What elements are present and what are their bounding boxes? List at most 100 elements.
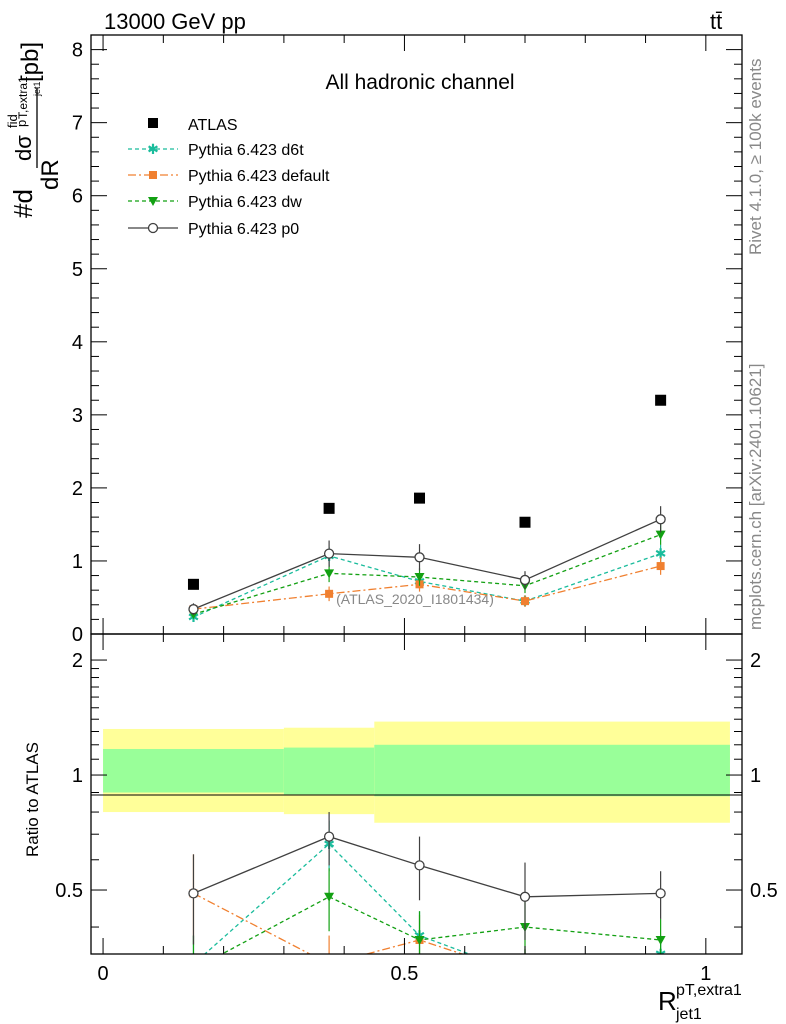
ratio-frame: [90, 633, 743, 955]
main-ytick-label: 2: [72, 478, 83, 500]
uncertainty-band-inner: [374, 744, 730, 797]
main-ytick-label: 0: [72, 624, 83, 646]
data-point: [655, 514, 666, 525]
xlabel-sub: jet1: [675, 1006, 702, 1023]
ratio-point: [655, 935, 666, 945]
data-point: [325, 589, 334, 598]
main-ytick-label: 5: [72, 259, 83, 281]
main-ylabel: #d dσ fid p T,extra1 jet1 dR [pb]: [5, 42, 64, 218]
mcplots-label: mcplots.cern.ch [arXiv:2401.10621]: [746, 364, 765, 630]
legend-atlas-label: ATLAS: [188, 117, 238, 134]
legend-atlas-marker: [148, 118, 158, 128]
ratio-ytick-label-right: 2: [750, 650, 761, 672]
legend-item-dw: Pythia 6.423 dw: [128, 194, 302, 211]
ratio-point: [414, 935, 425, 945]
ylabel-numerator-sup: fid: [5, 114, 20, 128]
ylabel-sub-p: p: [14, 120, 29, 127]
ratio-point: [324, 892, 335, 902]
ratio-ytick-label-right: 0.5: [750, 880, 778, 902]
ratio-ylabel: Ratio to ATLAS: [23, 742, 42, 857]
xtick-label: 0.5: [391, 963, 419, 985]
legend-item-p0: Pythia 6.423 p0: [128, 221, 299, 238]
data-point: [655, 530, 666, 540]
legend-item-d6t: ✱ Pythia 6.423 d6t: [128, 141, 304, 159]
series-line: [193, 553, 661, 618]
ratio-panel: ✱✱✱✱✱ 0.5 0.51 12 20 0.5 1: [55, 633, 778, 985]
data-point: [521, 597, 529, 606]
ylabel-sub-sub: T,extra1: [16, 76, 30, 119]
ratio-line: [193, 835, 661, 898]
data-point: [414, 552, 425, 563]
data-point: [656, 562, 665, 571]
process-label: tt̄: [710, 9, 722, 34]
legend-default-marker: [149, 171, 157, 179]
data-point: [323, 548, 335, 559]
rivet-version-label: Rivet 4.1.0, ≥ 100k events: [746, 59, 765, 255]
legend-p0-marker: [147, 222, 159, 234]
data-point: [324, 569, 335, 579]
xlabel: R pT,extra1 jet1: [658, 982, 742, 1023]
ratio-ytick-label: 0.5: [55, 880, 83, 902]
data-point: [414, 492, 426, 504]
series-pythia-6-423-d6t: ✱✱✱✱✱: [188, 544, 667, 625]
ratio-line: [193, 892, 465, 954]
legend-p0-label: Pythia 6.423 p0: [188, 221, 299, 238]
legend-d6t-label: Pythia 6.423 d6t: [188, 142, 304, 159]
series-atlas: [187, 394, 667, 590]
ratio-point: [657, 976, 665, 984]
ratio-point: [188, 965, 198, 974]
main-ytick-label: 1: [72, 551, 83, 573]
uncertainty-band-inner: [283, 747, 375, 795]
ratio-ytick-label-right: 1: [750, 765, 761, 787]
xlabel-sup: pT,extra1: [676, 982, 742, 999]
data-point: [655, 394, 667, 406]
ylabel-denominator: dR: [37, 159, 64, 190]
ratio-point: ✱: [188, 956, 200, 972]
legend-item-atlas: ATLAS: [148, 117, 238, 134]
main-ytick-label: 8: [72, 40, 83, 62]
data-point: [414, 573, 425, 583]
ratio-point: [325, 960, 333, 968]
xtick-label: 0: [97, 963, 108, 985]
main-ytick-label: 4: [72, 332, 83, 354]
ratio-series-pythia-6-423-d6t: ✱✱✱✱✱: [188, 820, 666, 983]
ratio-ytick-label: 1: [72, 765, 83, 787]
legend-d6t-marker: ✱: [147, 141, 159, 157]
ratio-point: [519, 891, 531, 902]
main-ytick-label: 3: [72, 405, 83, 427]
ratio-point: [655, 888, 666, 899]
ratio-point: [188, 888, 199, 899]
energy-label: 13000 GeV pp: [104, 9, 246, 34]
ratio-series-pythia-6-423-dw: [188, 868, 666, 974]
data-point: [519, 574, 531, 586]
ratio-ytick-label: 2: [72, 650, 83, 672]
ylabel-unit: [pb]: [17, 42, 44, 82]
data-point: ✱: [655, 546, 667, 562]
xtick-label: 1: [700, 963, 711, 985]
main-ytick-label: 7: [72, 113, 83, 135]
data-point: [519, 516, 531, 528]
ratio-point: ✱: [519, 967, 531, 983]
legend-dw-label: Pythia 6.423 dw: [188, 194, 302, 211]
ylabel-prefix: #d: [8, 189, 38, 218]
uncertainty-band-inner: [103, 748, 284, 793]
ratio-series-pythia-6-423-default: [189, 854, 665, 984]
series-pythia-6-423-p0: [188, 506, 666, 616]
data-point: [188, 604, 199, 615]
main-ytick-label: 6: [72, 186, 83, 208]
ylabel-numerator: dσ: [11, 135, 36, 161]
legend-dw-marker: [148, 197, 158, 206]
ratio-line: [220, 896, 661, 954]
data-point: [187, 578, 199, 590]
data-point: [323, 502, 335, 514]
ratio-point: [323, 831, 335, 842]
ratio-series-pythia-6-423-p0: [188, 812, 666, 945]
legend-default-label: Pythia 6.423 default: [188, 168, 330, 185]
ratio-point: [521, 971, 529, 979]
xlabel-main: R: [658, 986, 677, 1016]
chart-title: All hadronic channel: [325, 71, 514, 94]
legend-item-default: Pythia 6.423 default: [128, 168, 330, 185]
legend: ATLAS ✱ Pythia 6.423 d6t Pythia 6.423 de…: [128, 117, 330, 238]
analysis-watermark: (ATLAS_2020_I1801434): [336, 591, 494, 607]
